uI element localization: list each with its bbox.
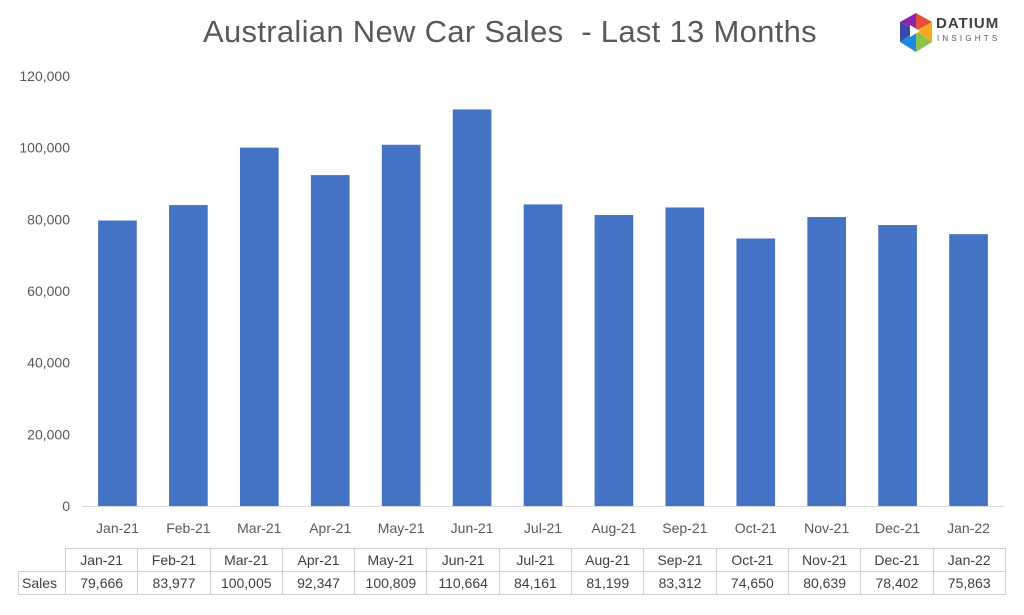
- x-tick-label: Dec-21: [875, 520, 920, 536]
- datium-logo: DATIUM INSIGHTS: [898, 12, 1018, 54]
- x-tick-label: Nov-21: [804, 520, 849, 536]
- data-table-value-cell: 75,863: [932, 571, 1006, 595]
- x-tick-label: Jun-21: [451, 520, 494, 536]
- data-table-value-cell: 100,005: [209, 571, 283, 595]
- x-tick-label: Apr-21: [309, 520, 351, 536]
- bar: [310, 175, 350, 507]
- chart-title: Australian New Car Sales - Last 13 Month…: [203, 14, 817, 49]
- logo-wordmark: DATIUM: [936, 15, 1000, 32]
- data-table-header-cell: Oct-21: [715, 548, 789, 572]
- bar: [452, 109, 492, 506]
- data-table-series-name: Sales: [18, 571, 66, 595]
- data-table-value-cell: 92,347: [281, 571, 356, 595]
- x-tick-label: Mar-21: [237, 520, 282, 536]
- bar: [949, 234, 988, 506]
- bar: [239, 147, 279, 506]
- data-table-value-cell: 80,639: [787, 571, 862, 595]
- y-tick-label: 0: [62, 498, 70, 514]
- x-tick-label: Feb-21: [166, 520, 211, 536]
- bar: [594, 215, 634, 506]
- data-table-header-cell: Jul-21: [498, 548, 573, 572]
- data-table-value-cell: 78,402: [860, 571, 934, 595]
- bar-chart: 020,00040,00060,00080,000100,000120,000 …: [19, 68, 1004, 536]
- data-table-value-cell: 81,199: [571, 571, 645, 595]
- data-table-value-cell: 79,666: [64, 571, 139, 595]
- data-table-value-cell: 100,809: [354, 571, 428, 595]
- x-tick-label: Jul-21: [524, 520, 562, 536]
- data-table-header-cell: May-21: [354, 548, 428, 572]
- data-table-value-cell: 84,161: [498, 571, 573, 595]
- data-table-value-cell: 83,977: [137, 571, 211, 595]
- data-table-header-row: Jan-21 Feb-21 Mar-21 Apr-21 May-21 Jun-21 Jul-…: [18, 548, 1006, 572]
- x-tick-label: Oct-21: [735, 520, 777, 536]
- y-tick-label: 60,000: [27, 283, 70, 299]
- bars: [98, 109, 988, 507]
- data-table: Jan-21 Feb-21 Mar-21 Apr-21 May-21 Jun-21 Jul-…: [18, 548, 1006, 595]
- x-tick-label: Sep-21: [662, 520, 707, 536]
- bar: [169, 205, 208, 507]
- data-table-header-cell: Jun-21: [426, 548, 500, 572]
- data-table-values-row: Sales 79,666 83,977 100,005 92,347 100,809 110…: [18, 571, 1006, 595]
- data-table-header-cell: Jan-21: [64, 548, 139, 572]
- y-tick-label: 100,000: [19, 140, 70, 156]
- y-tick-label: 20,000: [27, 426, 70, 442]
- data-table-value-cell: 83,312: [643, 571, 717, 595]
- y-tick-label: 120,000: [19, 68, 70, 84]
- bar: [736, 238, 776, 507]
- x-tick-label: Aug-21: [591, 520, 636, 536]
- y-tick-label: 40,000: [27, 355, 70, 371]
- y-axis: 0 20,000 40,000 60,000 80,000 100,000 120,000: [19, 68, 70, 514]
- data-table-value-cell: 110,664: [426, 571, 500, 595]
- bar: [98, 220, 137, 507]
- data-table-header-cell: Mar-21: [209, 548, 283, 572]
- data-table-header-cell: Feb-21: [137, 548, 211, 572]
- y-tick-label: 80,000: [27, 211, 70, 227]
- data-table-header-cell: Aug-21: [571, 548, 645, 572]
- bar: [381, 144, 421, 506]
- x-tick-label: Jan-22: [947, 520, 990, 536]
- x-axis: Jan-21 Feb-21 Mar-21 Apr-21 May-21 Jun-21 Jul-…: [96, 520, 990, 536]
- bar: [523, 204, 563, 506]
- bar: [807, 217, 847, 506]
- data-table-header-cell: Apr-21: [281, 548, 356, 572]
- data-table-header-cell: Sep-21: [643, 548, 717, 572]
- bar: [665, 207, 705, 506]
- x-tick-label: May-21: [378, 520, 425, 536]
- data-table-header-cell: Dec-21: [860, 548, 934, 572]
- data-table-header-cell: Jan-22: [932, 548, 1006, 572]
- datium-logo-icon: [900, 13, 932, 52]
- logo-subtitle: INSIGHTS: [937, 34, 1001, 43]
- data-table-corner: [18, 548, 66, 572]
- x-tick-label: Jan-21: [96, 520, 139, 536]
- data-table-header-cell: Nov-21: [787, 548, 862, 572]
- bar: [878, 225, 917, 506]
- data-table-value-cell: 74,650: [715, 571, 789, 595]
